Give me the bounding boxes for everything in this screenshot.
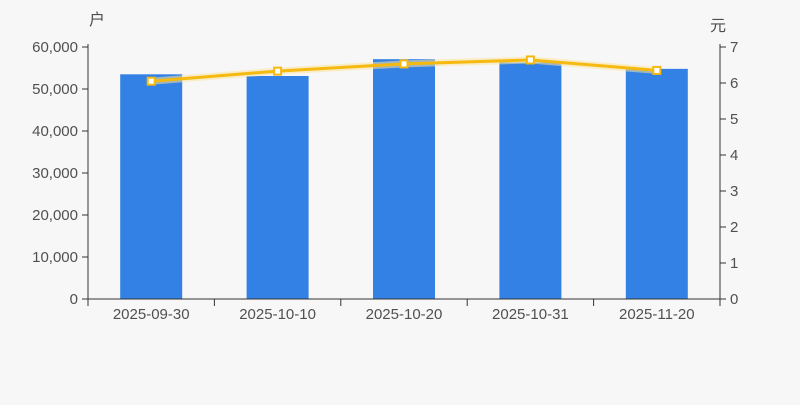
y-axis-right-tick-label: 5 bbox=[730, 111, 738, 128]
y-axis-left-tick-label: 10,000 bbox=[32, 249, 78, 266]
y-axis-left-tick-label: 40,000 bbox=[32, 123, 78, 140]
y-axis-left-tick-label: 20,000 bbox=[32, 207, 78, 224]
line-marker[interactable] bbox=[525, 55, 535, 65]
y-axis-right-tick-label: 2 bbox=[730, 219, 738, 236]
left-axis-unit-label: 户 bbox=[88, 12, 105, 29]
line-marker[interactable] bbox=[652, 65, 662, 75]
x-axis-category-label: 2025-10-31 bbox=[492, 306, 569, 323]
line-marker[interactable] bbox=[273, 66, 283, 76]
bar[interactable] bbox=[246, 75, 309, 299]
x-axis-category-label: 2025-11-20 bbox=[619, 306, 695, 323]
y-axis-right-tick-label: 3 bbox=[730, 183, 738, 200]
y-axis-right-tick-label: 1 bbox=[730, 255, 738, 272]
bar[interactable] bbox=[625, 68, 688, 299]
x-axis-category-label: 2025-10-10 bbox=[239, 306, 316, 323]
y-axis-left-tick-label: 0 bbox=[70, 291, 78, 308]
x-axis-category-label: 2025-10-20 bbox=[366, 306, 443, 323]
line-marker[interactable] bbox=[146, 76, 156, 86]
bar[interactable] bbox=[499, 62, 562, 299]
x-axis-category-label: 2025-09-30 bbox=[113, 306, 190, 323]
line-marker[interactable] bbox=[399, 59, 409, 69]
right-axis-unit-label: 元 bbox=[709, 18, 726, 35]
y-axis-right-tick-label: 4 bbox=[730, 147, 738, 164]
y-axis-left-tick-label: 60,000 bbox=[32, 39, 78, 56]
y-axis-right-tick-label: 0 bbox=[730, 291, 738, 308]
y-axis-right-tick-label: 6 bbox=[730, 75, 738, 92]
bar[interactable] bbox=[120, 74, 183, 299]
y-axis-left-tick-label: 30,000 bbox=[32, 165, 78, 182]
y-axis-left-tick-label: 50,000 bbox=[32, 81, 78, 98]
y-axis-right-tick-label: 7 bbox=[730, 39, 738, 56]
bar[interactable] bbox=[373, 59, 435, 300]
